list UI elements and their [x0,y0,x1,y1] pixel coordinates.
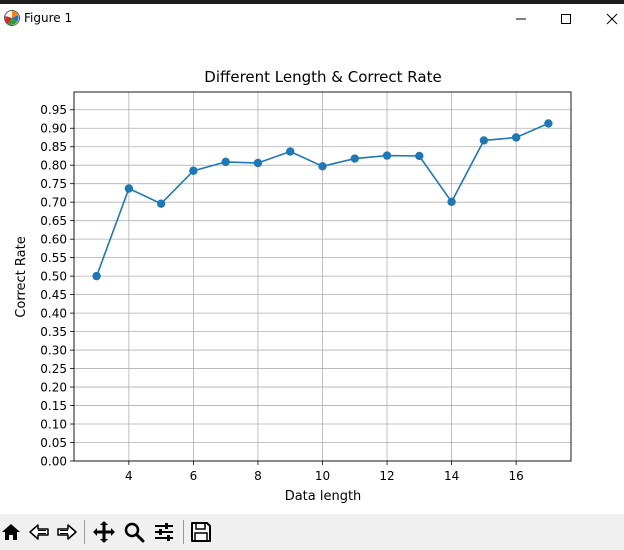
minimize-button[interactable] [498,4,544,34]
window-title: Figure 1 [24,11,73,25]
y-tick-label: 0.70 [40,196,67,210]
sliders-icon [155,523,173,541]
data-point [124,184,134,193]
zoom-icon [124,522,145,543]
zoom-button[interactable] [120,518,148,546]
axes: 4 6 8 10 12 14 16 0.00 0.05 0.10 0.15 0.20 0.25 0.30 0… [40,91,572,483]
background-window-strip [0,0,624,4]
data-point [253,158,263,168]
arrow-left-icon [29,524,49,540]
data-point [415,151,424,161]
y-tick-label: 0.10 [40,418,67,432]
matplotlib-icon [4,10,20,26]
toolbar-separator [183,520,184,544]
data-point [318,162,327,171]
data-point [479,136,489,145]
data-point [382,151,392,160]
data-point [511,133,521,142]
move-icon [93,521,115,543]
line-chart: Different Length & Correct Rate 4 6 8 10 12 1… [14,68,572,504]
y-tick-label: 0.85 [40,140,67,154]
pan-button[interactable] [90,518,118,546]
y-tick-label: 0.90 [40,122,67,136]
data-point [350,154,359,163]
x-tick-label: 6 [190,469,198,483]
y-tick-label: 0.55 [40,251,67,265]
save-icon [191,522,211,542]
chart-title: Different Length & Correct Rate [204,68,441,86]
home-button[interactable] [0,518,25,546]
configure-subplots-button[interactable] [150,518,178,546]
y-axis-label: Correct Rate [14,236,29,317]
data-point [286,147,295,156]
data-point [156,199,166,208]
x-tick-label: 10 [315,469,330,483]
x-tick-label: 4 [125,469,133,483]
y-tick-label: 0.35 [40,325,67,339]
y-tick-label: 0.40 [40,307,67,321]
y-tick-label: 0.25 [40,362,67,376]
y-tick-label: 0.95 [40,103,67,117]
grid [74,92,571,462]
data-point [189,166,198,175]
arrow-right-icon [57,524,77,540]
minimize-icon [516,18,526,20]
close-icon [606,13,618,25]
y-tick-label: 0.15 [40,399,67,413]
y-tick-label: 0.05 [40,436,67,450]
y-tick-label: 0.45 [40,288,67,302]
navigation-toolbar [0,514,624,550]
forward-button[interactable] [53,518,81,546]
data-point [221,157,230,167]
window-titlebar: Figure 1 [0,4,624,34]
data-point [447,197,456,207]
home-icon [2,524,20,540]
x-tick-label: 16 [508,469,523,483]
maximize-button[interactable] [543,4,589,34]
y-tick-label: 0.30 [40,344,67,358]
x-tick-label: 8 [254,469,262,483]
data-point [544,119,553,128]
x-tick-label: 12 [379,469,394,483]
figure-canvas[interactable]: Different Length & Correct Rate 4 6 8 10 12 1… [0,34,624,514]
y-tick-label: 0.20 [40,381,67,395]
data-series [92,119,553,281]
maximize-icon [561,14,571,24]
y-tick-label: 0.80 [40,159,67,173]
y-tick-label: 0.60 [40,233,67,247]
close-button[interactable] [589,4,624,34]
save-button[interactable] [187,518,215,546]
x-tick-label: 14 [444,469,459,483]
y-tick-label: 0.50 [40,270,67,284]
back-button[interactable] [25,518,53,546]
y-tick-label: 0.65 [40,214,67,228]
x-axis-label: Data length [285,489,362,504]
toolbar-separator [84,520,85,544]
data-point [92,271,101,281]
y-tick-label: 0.75 [40,177,67,191]
y-tick-label: 0.00 [40,455,67,469]
